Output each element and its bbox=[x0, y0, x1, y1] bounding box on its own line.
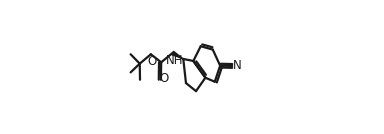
Text: NH: NH bbox=[166, 54, 184, 67]
Polygon shape bbox=[172, 51, 183, 59]
Text: O: O bbox=[147, 55, 156, 68]
Text: O: O bbox=[160, 72, 169, 85]
Text: N: N bbox=[233, 59, 242, 72]
